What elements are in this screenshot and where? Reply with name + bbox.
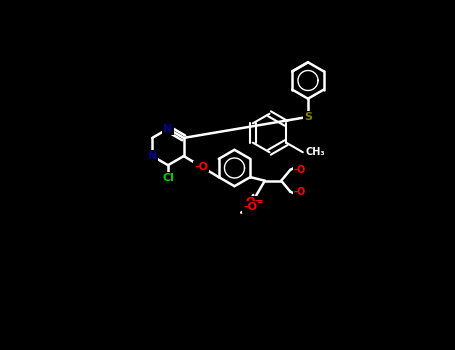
Text: -O: -O <box>194 162 208 172</box>
Text: S: S <box>304 112 312 122</box>
Text: CH₃: CH₃ <box>306 147 325 157</box>
Text: -O: -O <box>243 202 257 212</box>
Text: -O: -O <box>294 165 306 175</box>
Text: O=: O= <box>246 197 264 206</box>
Text: N: N <box>147 151 157 161</box>
Text: Cl: Cl <box>162 173 174 183</box>
Text: N: N <box>163 124 172 134</box>
Text: -O: -O <box>294 187 306 197</box>
